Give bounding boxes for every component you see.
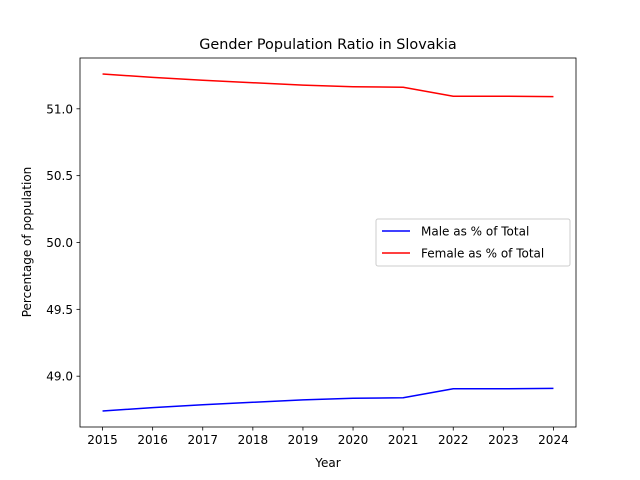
- y-tick-label: 50.5: [46, 169, 73, 183]
- y-tick-label: 49.0: [46, 370, 73, 384]
- x-axis-ticks: 2015 2016 2017 2018 2019 2020 2021 2022 2023 2024: [87, 427, 569, 447]
- legend: Male as % of Total Female as % of Total: [375, 218, 571, 267]
- x-tick-label: 2019: [288, 433, 319, 447]
- x-tick-label: 2016: [137, 433, 168, 447]
- legend-label: Male as % of Total: [421, 225, 529, 239]
- series-lines: [102, 73, 554, 412]
- y-axis-label: Percentage of population: [20, 167, 34, 318]
- x-tick-label: 2023: [488, 433, 519, 447]
- series-line-male: [102, 387, 554, 412]
- y-tick-label: 51.0: [46, 102, 73, 116]
- plot-area: 2015 2016 2017 2018 2019 2020 2021 2022 2023 2024…: [46, 57, 577, 447]
- x-tick-label: 2018: [238, 433, 269, 447]
- y-tick-label: 49.5: [46, 303, 73, 317]
- y-axis-ticks: 49.0 49.5 50.0 50.5 51.0: [46, 102, 80, 384]
- chart-title: Gender Population Ratio in Slovakia: [199, 37, 456, 53]
- x-tick-label: 2021: [388, 433, 419, 447]
- x-tick-label: 2020: [338, 433, 369, 447]
- legend-label: Female as % of Total: [421, 247, 544, 261]
- x-tick-label: 2022: [438, 433, 469, 447]
- x-tick-label: 2024: [538, 433, 569, 447]
- series-line-female: [102, 73, 554, 98]
- x-axis-label: Year: [314, 456, 340, 470]
- x-tick-label: 2015: [87, 433, 118, 447]
- x-tick-label: 2017: [187, 433, 218, 447]
- legend-box: [375, 218, 571, 267]
- y-tick-label: 50.0: [46, 236, 73, 250]
